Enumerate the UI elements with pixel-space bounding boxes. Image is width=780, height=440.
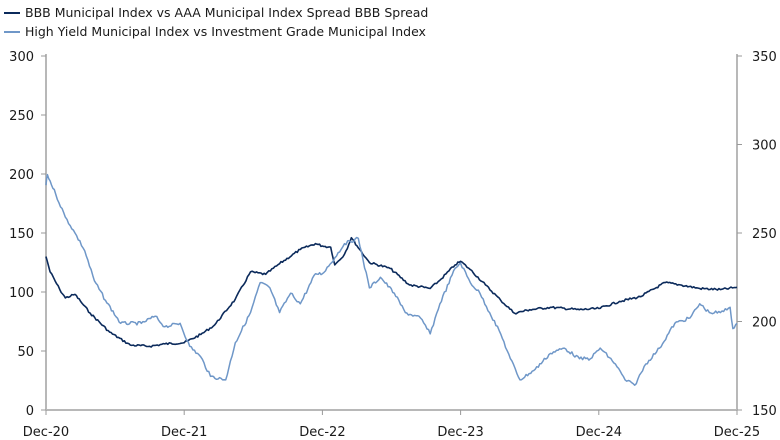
legend-swatch-high-yield <box>4 30 20 33</box>
legend-item-bbb: BBB Municipal Index vs AAA Municipal Ind… <box>4 3 428 22</box>
series-line-high-yield-spread <box>45 173 738 386</box>
legend-label-high-yield: High Yield Municipal Index vs Investment… <box>25 24 426 39</box>
x-tick-label: Dec-24 <box>576 425 622 440</box>
y-left-tick-label: 200 <box>9 168 34 183</box>
y-right-tick-label: 300 <box>752 139 777 154</box>
axes: 0 50 100 150 200 250 300 150 200 250 300 350 Dec-20 D… <box>9 50 777 440</box>
y-right-tick-label: 200 <box>752 316 777 331</box>
legend-item-high-yield: High Yield Municipal Index vs Investment… <box>4 22 428 41</box>
y-left-tick-label: 150 <box>9 227 34 242</box>
series-lines <box>45 173 738 386</box>
y-left-tick-label: 250 <box>9 109 34 124</box>
y-right-tick-label: 250 <box>752 227 777 242</box>
legend: BBB Municipal Index vs AAA Municipal Ind… <box>4 3 428 41</box>
legend-swatch-bbb <box>4 11 20 14</box>
y-left-tick-label: 300 <box>9 50 34 65</box>
x-tick-label: Dec-23 <box>437 425 483 440</box>
x-tick-label: Dec-22 <box>299 425 345 440</box>
y-left-tick-label: 50 <box>17 345 34 360</box>
x-tick-label: Dec-20 <box>23 425 69 440</box>
y-right-tick-label: 350 <box>752 50 777 65</box>
y-right-tick-label: 150 <box>752 404 777 419</box>
x-tick-label: Dec-21 <box>161 425 207 440</box>
y-left-tick-label: 100 <box>9 286 34 301</box>
series-line-bbb-spread <box>45 236 738 348</box>
legend-label-bbb: BBB Municipal Index vs AAA Municipal Ind… <box>25 5 429 20</box>
y-left-tick-label: 0 <box>26 404 34 419</box>
x-tick-label: Dec-25 <box>714 425 760 440</box>
